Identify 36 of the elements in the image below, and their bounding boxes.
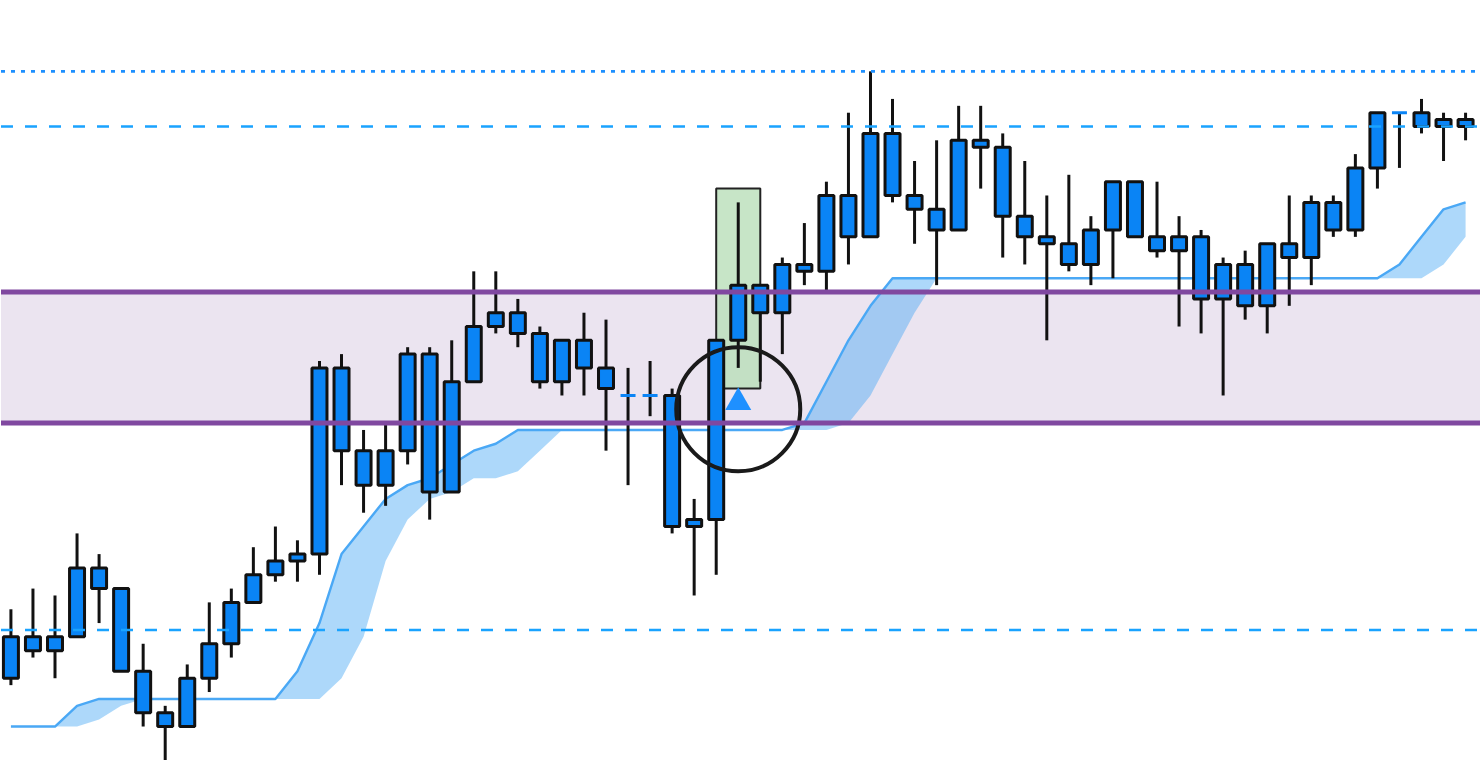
- candlestick: [376, 421, 395, 508]
- candlestick: [1059, 173, 1078, 273]
- candlestick: [1170, 214, 1189, 329]
- candlestick: [1324, 193, 1343, 239]
- candlestick: [971, 104, 990, 191]
- candlestick: [1390, 111, 1409, 170]
- candlestick: [685, 497, 704, 597]
- candlestick: [1, 607, 20, 687]
- candlestick: [266, 525, 285, 584]
- candlestick: [927, 138, 946, 287]
- candlestick: [1280, 193, 1299, 308]
- candlestick: [574, 311, 593, 397]
- candlestick: [90, 552, 109, 625]
- candlestick: [1015, 159, 1034, 266]
- candlestick: [619, 366, 638, 487]
- candlestick: [288, 538, 307, 584]
- candlestick: [486, 269, 505, 335]
- candlestick: [1037, 193, 1056, 342]
- candlestick: [1148, 180, 1166, 260]
- candlestick: [23, 587, 42, 660]
- candlestick: [905, 159, 924, 246]
- candlestick: [134, 642, 153, 729]
- candlestick: [200, 600, 219, 694]
- candlestick: [597, 318, 615, 453]
- candlestick: [222, 587, 241, 660]
- candlestick: [1412, 97, 1431, 135]
- candlestick: [244, 545, 263, 604]
- candlestick: [839, 111, 858, 266]
- candlestick: [508, 297, 527, 349]
- candlestick: [156, 704, 175, 760]
- candlestick: [354, 428, 373, 515]
- candlestick: [1081, 214, 1100, 287]
- candlestick: [641, 359, 660, 418]
- candlestick: [795, 221, 814, 287]
- candlestick: [46, 593, 64, 680]
- candlestick: [552, 338, 571, 397]
